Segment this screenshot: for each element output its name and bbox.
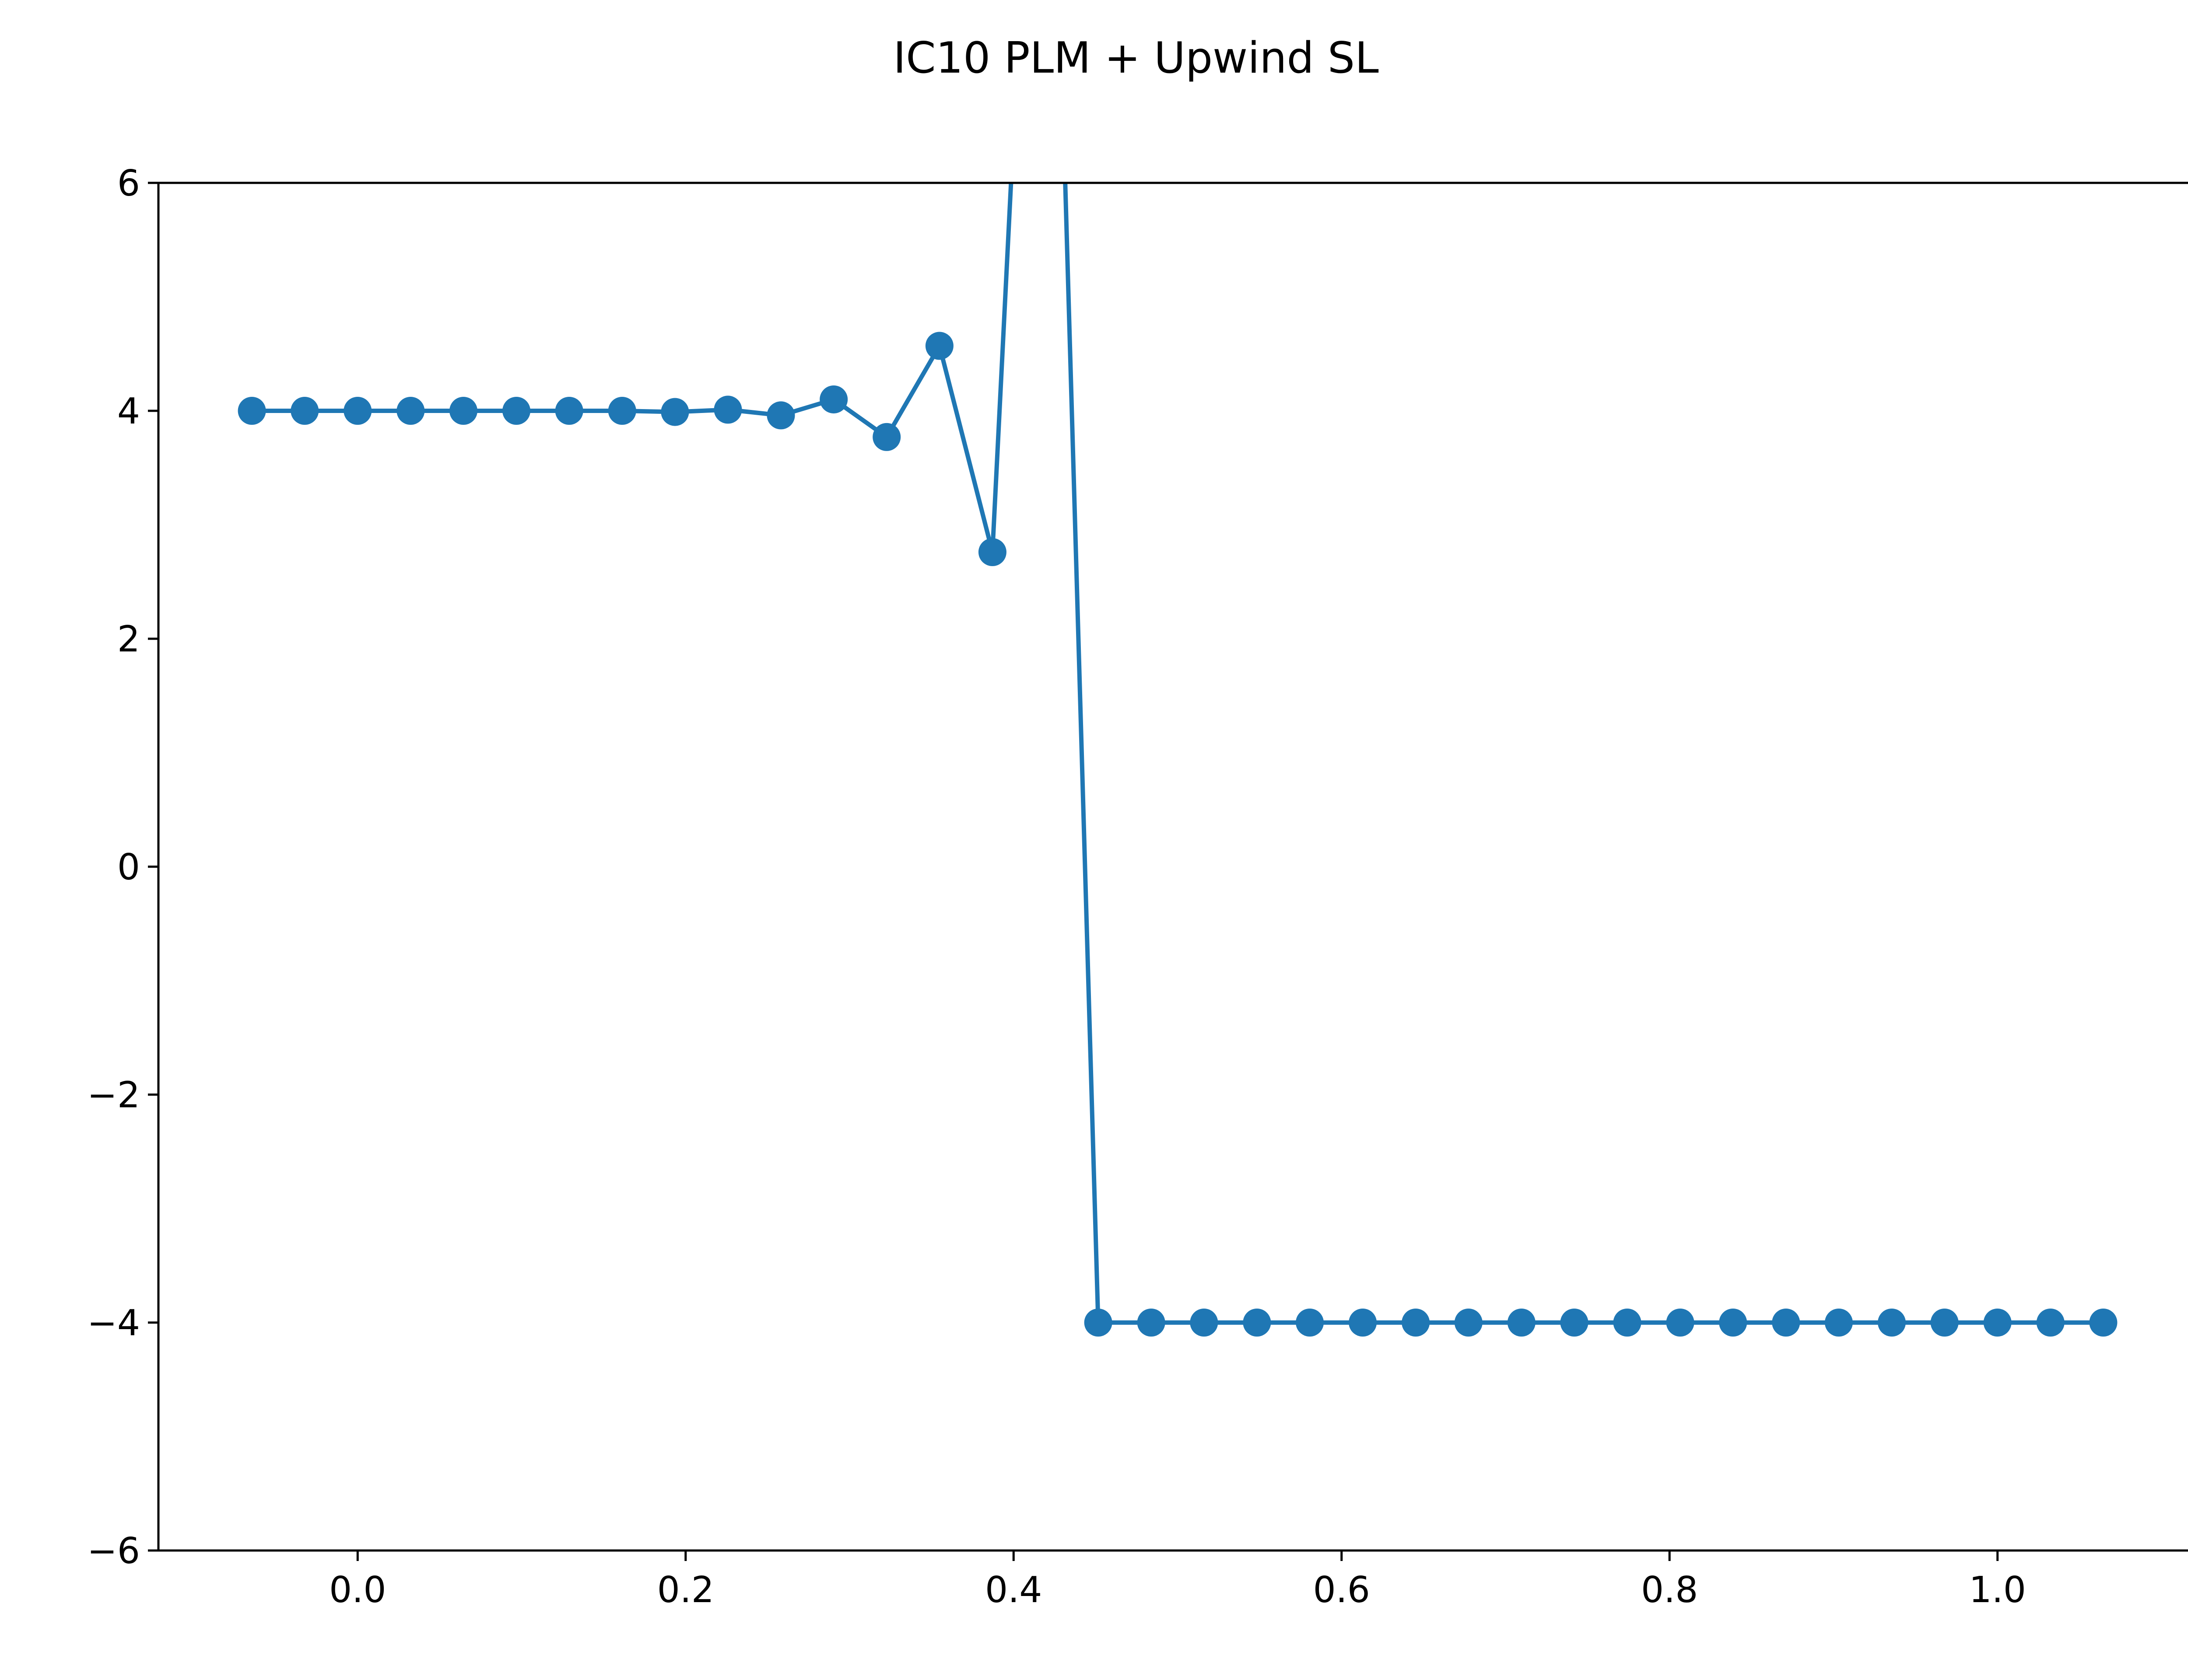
data-point [1877,1309,1906,1337]
data-point [344,397,372,425]
data-point [1719,1309,1747,1337]
data-point [1137,1309,1165,1337]
y-tick-label: −2 [87,1074,140,1116]
data-point [608,397,636,425]
data-point [873,423,901,451]
data-point [449,397,478,425]
data-point [396,397,425,425]
data-point [767,401,795,430]
data-point [291,397,319,425]
series-layer [238,183,2118,1337]
data-point [714,396,742,424]
data-point [1560,1309,1588,1337]
data-point [1824,1309,1853,1337]
y-tick-label: 4 [117,391,140,432]
x-axis: 0.0 0.2 0.4 0.6 0.8 1.0 [329,1550,2026,1611]
chart-title: IC10 PLM + Upwind SL [893,33,1379,83]
data-point [1190,1309,1218,1337]
x-tick-label: 1.0 [1969,1569,2026,1611]
y-tick-label: 6 [117,163,140,204]
data-point [1084,1309,1112,1337]
x-tick-label: 0.6 [1313,1569,1370,1611]
data-point [978,538,1006,567]
y-tick-label: 0 [117,847,140,888]
data-point [1402,1309,1430,1337]
data-point [820,385,848,413]
data-point [502,397,531,425]
data-point [1507,1309,1536,1337]
data-point [1454,1309,1483,1337]
data-point [661,398,689,426]
data-point [2089,1309,2118,1337]
data-point [1296,1309,1324,1337]
data-point [1243,1309,1271,1337]
data-point [1349,1309,1377,1337]
data-point [2036,1309,2065,1337]
y-tick-label: −4 [87,1302,140,1344]
data-point [925,332,954,360]
x-tick-label: 0.8 [1641,1569,1698,1611]
plot-area [158,183,2188,1550]
data-point [1613,1309,1641,1337]
x-tick-label: 0.4 [985,1569,1042,1611]
y-tick-label: −6 [87,1530,140,1572]
y-axis: −6 −4 −2 0 2 4 6 [87,163,158,1572]
data-point [1983,1309,2012,1337]
x-tick-label: 0.2 [657,1569,714,1611]
y-tick-label: 2 [117,619,140,660]
data-point [1666,1309,1694,1337]
x-tick-label: 0.0 [329,1569,386,1611]
data-point [238,397,266,425]
data-point [1930,1309,1959,1337]
data-point [1772,1309,1800,1337]
data-point [555,397,583,425]
